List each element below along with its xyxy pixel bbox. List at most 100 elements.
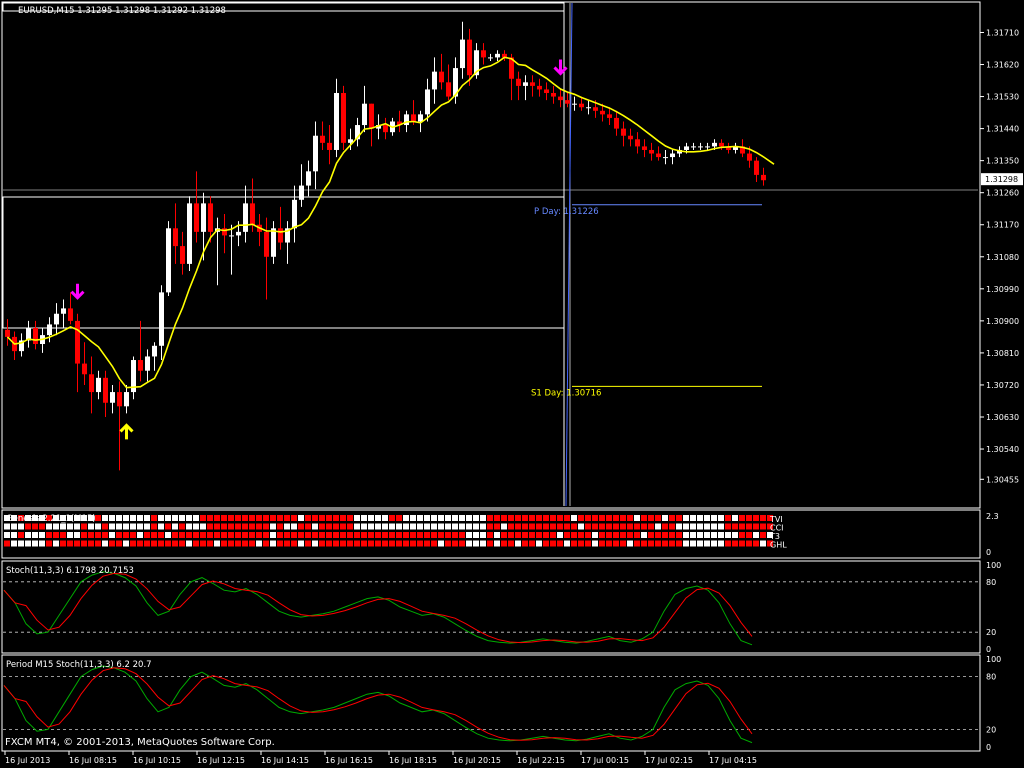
genesis-cell [326,515,332,521]
genesis-cell [32,523,38,530]
genesis-cell [466,523,472,530]
genesis-cell [627,515,633,521]
genesis-cell [347,532,353,538]
genesis-cell [641,515,647,521]
genesis-cell [613,540,619,547]
genesis-cell [214,532,220,538]
stoch-lines: 100 80 20 0 [3,561,1001,654]
genesis-cell [606,532,612,538]
candle-body [453,68,458,97]
genesis-cell [312,540,318,547]
genesis-cell [662,523,668,530]
genesis-cell [81,532,87,538]
current-price-box [981,173,1023,186]
stoch-panel [1,560,981,654]
price-tick-label: 1.31710 [986,28,1019,37]
genesis-cell [193,532,199,538]
genesis-cell [4,515,10,521]
genesis-cell [578,532,584,538]
genesis-cell [270,540,276,547]
genesis-cell [67,532,73,538]
genesis-cell [417,523,423,530]
time-tick-label: 17 Jul 04:15 [709,756,757,765]
genesis-cell [165,523,171,530]
genesis-row-label: GHL [770,541,787,550]
candle-body [26,327,31,341]
range-box [2,196,565,329]
genesis-cell [228,540,234,547]
genesis-cell [270,523,276,530]
genesis-cell [536,515,542,521]
genesis-cell [144,540,150,547]
buy-arrow-icon [119,423,134,440]
genesis-cell [312,532,318,538]
genesis-cell [11,540,17,547]
genesis-cell [81,523,87,530]
genesis-cell [536,523,542,530]
candle-body [593,107,598,111]
genesis-cell [494,540,500,547]
genesis-cell [403,540,409,547]
genesis-cell [494,523,500,530]
genesis-cell [151,515,157,521]
genesis-cell [711,532,717,538]
genesis-cell [494,515,500,521]
genesis-cell [746,515,752,521]
candle-body [313,135,318,172]
genesis-cell [550,540,556,547]
time-tick-label: 16 Jul 12:15 [197,756,245,765]
genesis-cell [473,540,479,547]
genesis-cell [95,523,101,530]
candle-body [145,356,150,371]
genesis-cell [543,532,549,538]
genesis-cell [557,523,563,530]
genesis-cell [753,532,759,538]
genesis-cell [221,523,227,530]
genesis-cell [319,532,325,538]
candle-body [33,327,38,345]
candle-body [516,78,521,86]
current-price-label: 1.31298 [985,175,1018,184]
genesis-cell [354,523,360,530]
genesis-cell [60,540,66,547]
genesis-cell [410,515,416,521]
candle-body [481,50,486,58]
candle-body [208,203,213,232]
genesis-cell [704,532,710,538]
candle-body [229,235,234,237]
genesis-cell [564,532,570,538]
genesis-cell [480,540,486,547]
genesis-cell [571,515,577,521]
candle-body [54,313,59,325]
genesis-cell [599,515,605,521]
genesis-cell [11,523,17,530]
trend-line [565,2,573,507]
genesis-cell [172,523,178,530]
genesis-cell [767,523,773,530]
time-tick-label: 16 Jul 20:15 [453,756,501,765]
main-panel [1,1,981,509]
genesis-cell [690,523,696,530]
genesis-cell [459,532,465,538]
genesis-cell [235,523,241,530]
genesis-cell [186,515,192,521]
genesis-cell [144,532,150,538]
genesis-cell [746,540,752,547]
genesis-cell [431,532,437,538]
genesis-cell [501,540,507,547]
genesis-cell [102,532,108,538]
genesis-cell [403,523,409,530]
genesis-cell [431,515,437,521]
candle-body [432,71,437,90]
genesis-cell [263,540,269,547]
genesis-cell [186,540,192,547]
genesis-cell [60,523,66,530]
genesis-cell [242,540,248,547]
genesis-cell [284,540,290,547]
genesis-cell [571,540,577,547]
genesis-cell [522,532,528,538]
candle-body [698,146,703,148]
candle-body [565,100,570,104]
genesis-cell [739,515,745,521]
period-stoch-panel [1,654,981,752]
